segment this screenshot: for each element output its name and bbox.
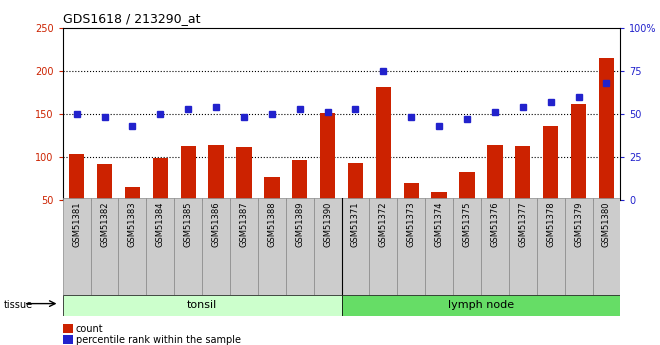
Bar [481,198,509,295]
Text: count: count [76,324,104,334]
Bar [397,198,425,295]
Bar [97,164,112,200]
Text: GSM51373: GSM51373 [407,201,416,247]
Text: GSM51371: GSM51371 [351,201,360,247]
Bar [174,198,202,295]
Bar [292,160,308,200]
Text: GSM51377: GSM51377 [518,201,527,247]
Text: GSM51382: GSM51382 [100,201,109,247]
Bar [90,198,119,295]
Bar [515,146,531,200]
Text: GSM51388: GSM51388 [267,201,277,247]
Bar [348,163,363,200]
Text: tonsil: tonsil [187,300,217,310]
Bar [209,145,224,200]
Bar [599,58,614,200]
Bar [181,146,196,200]
Bar [258,198,286,295]
Bar [487,145,502,200]
Bar [147,198,174,295]
Text: GSM51383: GSM51383 [128,201,137,247]
Text: GSM51384: GSM51384 [156,201,165,247]
Text: GSM51376: GSM51376 [490,201,500,247]
Bar [320,113,335,200]
Text: GSM51380: GSM51380 [602,201,611,247]
Text: GSM51372: GSM51372 [379,201,388,247]
Text: GSM51390: GSM51390 [323,201,332,247]
Bar [63,198,90,295]
Text: GSM51381: GSM51381 [72,201,81,247]
Text: tissue: tissue [3,300,32,310]
Text: GSM51374: GSM51374 [435,201,444,247]
Text: GSM51389: GSM51389 [295,201,304,247]
Bar [453,198,481,295]
Bar [202,198,230,295]
Bar [236,148,251,200]
Text: GSM51375: GSM51375 [463,201,471,247]
Bar [264,177,279,200]
Bar [565,198,593,295]
Bar [152,158,168,200]
Bar [286,198,313,295]
Bar [69,155,84,200]
Bar [432,193,447,200]
Text: GSM51387: GSM51387 [240,201,248,247]
Bar [125,187,140,200]
Bar [342,198,370,295]
Bar [230,198,258,295]
Bar [509,198,537,295]
Text: GSM51385: GSM51385 [183,201,193,247]
Text: GDS1618 / 213290_at: GDS1618 / 213290_at [63,12,200,25]
Text: GSM51379: GSM51379 [574,201,583,247]
Bar [342,295,620,316]
Bar [543,126,558,200]
Bar [537,198,565,295]
Text: percentile rank within the sample: percentile rank within the sample [76,335,241,345]
Bar [425,198,453,295]
Text: lymph node: lymph node [448,300,514,310]
Bar [370,198,397,295]
Bar [314,198,342,295]
Bar [593,198,620,295]
Bar [63,295,342,316]
Bar [376,87,391,200]
Bar [571,104,586,200]
Text: GSM51386: GSM51386 [212,201,220,247]
Text: GSM51378: GSM51378 [546,201,555,247]
Bar [404,183,419,200]
Bar [119,198,147,295]
Bar [459,171,475,200]
